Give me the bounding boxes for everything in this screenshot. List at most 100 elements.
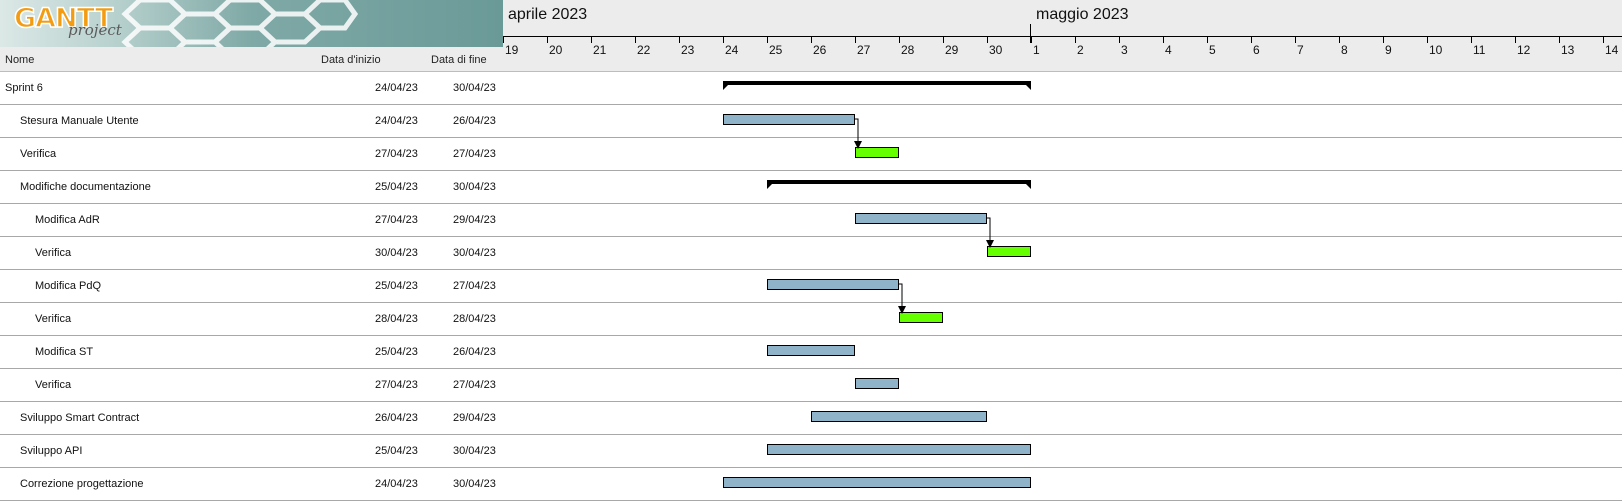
logo-brand: GANTT — [13, 2, 114, 35]
day-tick — [1207, 36, 1208, 43]
summary-bar — [767, 180, 1031, 189]
task-row[interactable]: Sviluppo API 25/04/23 30/04/23 — [0, 435, 503, 468]
verification-bar — [899, 312, 943, 323]
task-end-date: 30/04/23 — [453, 82, 496, 94]
day-tick — [1339, 36, 1340, 43]
day-label: 22 — [637, 43, 651, 57]
task-start-date: 28/04/23 — [375, 313, 418, 325]
task-end-date: 30/04/23 — [453, 445, 496, 457]
day-label: 20 — [549, 43, 563, 57]
day-tick — [1075, 36, 1076, 43]
column-header-start[interactable]: Data d'inizio — [321, 54, 381, 66]
task-start-date: 24/04/23 — [375, 115, 418, 127]
day-tick — [899, 36, 900, 43]
day-tick — [1251, 36, 1252, 43]
day-label: 4 — [1165, 43, 1172, 57]
day-label: 13 — [1561, 43, 1575, 57]
task-start-date: 24/04/23 — [375, 82, 418, 94]
logo-subtitle: project — [68, 21, 122, 39]
task-start-date: 25/04/23 — [375, 181, 418, 193]
summary-bar — [723, 81, 1031, 90]
task-row[interactable]: Sviluppo Smart Contract 26/04/23 29/04/23 — [0, 402, 503, 435]
day-label: 19 — [505, 43, 519, 57]
task-end-date: 26/04/23 — [453, 115, 496, 127]
task-bar — [723, 477, 1031, 488]
task-row[interactable]: Modifica PdQ 25/04/23 27/04/23 — [0, 270, 503, 303]
day-label: 27 — [857, 43, 871, 57]
day-tick — [1031, 36, 1032, 43]
task-end-date: 27/04/23 — [453, 379, 496, 391]
timeline-header: aprile 2023 maggio 2023 19 20 21 22 23 24 25 26… — [503, 0, 1622, 72]
task-name: Sviluppo API — [20, 445, 83, 457]
day-label: 5 — [1209, 43, 1216, 57]
day-label: 29 — [945, 43, 959, 57]
month-boundary-tick — [1030, 24, 1031, 43]
day-tick — [1163, 36, 1164, 43]
task-bar — [767, 279, 899, 290]
day-label: 23 — [681, 43, 695, 57]
task-start-date: 27/04/23 — [375, 214, 418, 226]
day-tick — [1119, 36, 1120, 43]
month-label-may: maggio 2023 — [1036, 6, 1129, 23]
task-start-date: 25/04/23 — [375, 445, 418, 457]
task-bar — [855, 378, 899, 389]
task-row[interactable]: Verifica 30/04/23 30/04/23 — [0, 237, 503, 270]
task-end-date: 27/04/23 — [453, 148, 496, 160]
verification-bar — [987, 246, 1031, 257]
task-end-date: 26/04/23 — [453, 346, 496, 358]
day-tick — [767, 36, 768, 43]
day-label: 1 — [1033, 43, 1040, 57]
task-row[interactable]: Verifica 28/04/23 28/04/23 — [0, 303, 503, 336]
task-start-date: 27/04/23 — [375, 148, 418, 160]
task-name: Correzione progettazione — [20, 478, 144, 490]
timeline-axis — [503, 36, 1622, 37]
column-header-name[interactable]: Nome — [5, 54, 35, 66]
day-tick — [1515, 36, 1516, 43]
day-tick — [1383, 36, 1384, 43]
dependency-arrow — [854, 118, 862, 149]
task-name: Stesura Manuale Utente — [20, 115, 139, 127]
task-end-date: 29/04/23 — [453, 214, 496, 226]
dependency-arrow — [898, 283, 906, 314]
day-tick — [1471, 36, 1472, 43]
day-tick — [591, 36, 592, 43]
task-name: Verifica — [35, 313, 72, 325]
gantt-project-logo: GANTT project — [0, 0, 503, 47]
day-label: 11 — [1473, 43, 1486, 57]
task-row[interactable]: Stesura Manuale Utente 24/04/23 26/04/23 — [0, 105, 503, 138]
task-name: Sprint 6 — [5, 82, 43, 94]
task-end-date: 27/04/23 — [453, 280, 496, 292]
task-bar — [767, 345, 855, 356]
column-header-end[interactable]: Data di fine — [431, 54, 487, 66]
task-row[interactable]: Modifiche documentazione 25/04/23 30/04/23 — [0, 171, 503, 204]
task-name: Sviluppo Smart Contract — [20, 412, 140, 424]
day-label: 2 — [1077, 43, 1084, 57]
day-tick — [1295, 36, 1296, 43]
task-row[interactable]: Modifica ST 25/04/23 26/04/23 — [0, 336, 503, 369]
task-end-date: 30/04/23 — [453, 247, 496, 259]
day-label: 12 — [1517, 43, 1531, 57]
task-start-date: 26/04/23 — [375, 412, 418, 424]
task-row[interactable]: Sprint 6 24/04/23 30/04/23 — [0, 72, 503, 105]
task-start-date: 30/04/23 — [375, 247, 418, 259]
day-label: 26 — [813, 43, 827, 57]
task-row[interactable]: Verifica 27/04/23 27/04/23 — [0, 369, 503, 402]
gantt-chart-area — [503, 81, 1622, 501]
day-tick — [943, 36, 944, 43]
day-label: 24 — [725, 43, 739, 57]
task-row[interactable]: Modifica AdR 27/04/23 29/04/23 — [0, 204, 503, 237]
hexagon-pattern — [121, 0, 359, 47]
task-end-date: 28/04/23 — [453, 313, 496, 325]
day-tick — [679, 36, 680, 43]
task-bar — [723, 114, 855, 125]
task-row[interactable]: Verifica 27/04/23 27/04/23 — [0, 138, 503, 171]
day-label: 8 — [1341, 43, 1348, 57]
day-tick — [503, 36, 504, 43]
day-label: 9 — [1385, 43, 1392, 57]
day-tick — [635, 36, 636, 43]
task-row[interactable]: Correzione progettazione 24/04/23 30/04/23 — [0, 468, 503, 501]
day-label: 7 — [1297, 43, 1304, 57]
task-name: Modifica PdQ — [35, 280, 102, 292]
day-label: 10 — [1429, 43, 1443, 57]
day-tick — [811, 36, 812, 43]
